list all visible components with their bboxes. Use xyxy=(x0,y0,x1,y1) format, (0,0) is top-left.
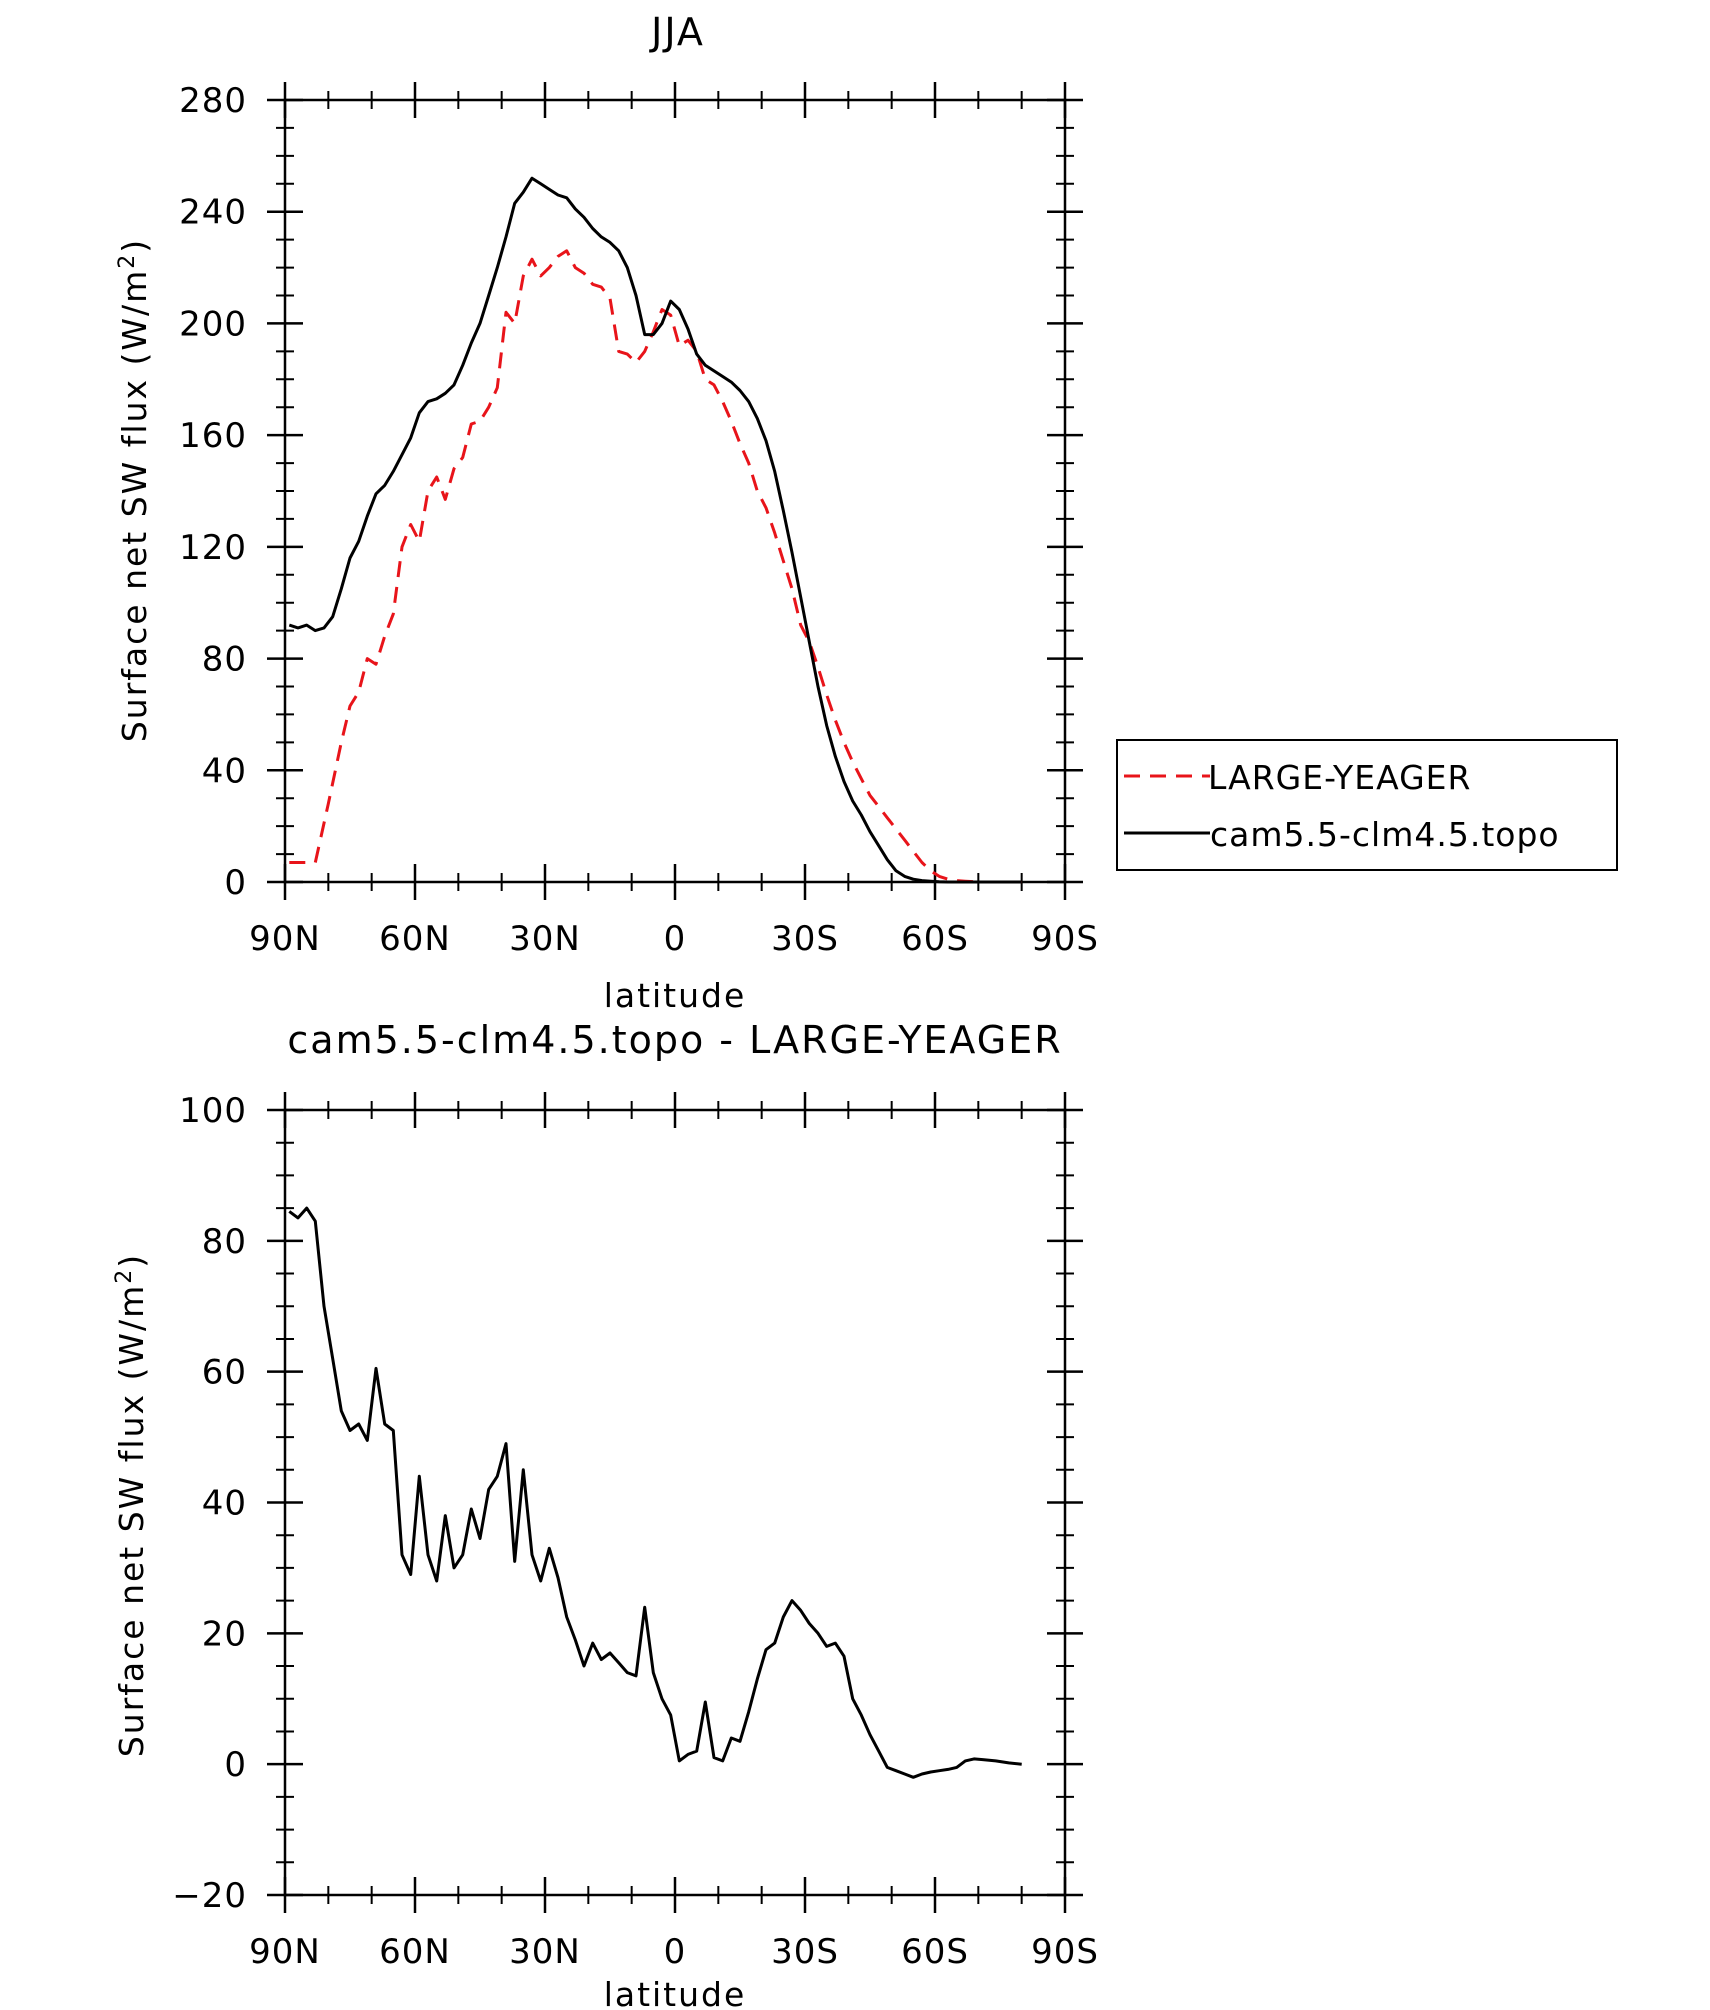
top-panel: JJA 0 40 80 120 160 200 240 280 90N 60N 30N 0 30S 60… xyxy=(115,10,1618,1015)
bottom-ytick-label: 20 xyxy=(202,1614,247,1654)
bottom-y-axis-label-main: Surface net SW flux (W/m xyxy=(112,1284,151,1757)
legend-label-large-yeager: LARGE-YEAGER xyxy=(1208,758,1471,797)
legend-box xyxy=(1116,739,1618,871)
bottom-axis-ticks xyxy=(267,1092,1083,1913)
bottom-y-tick-labels: −20 0 20 40 60 80 100 xyxy=(172,1091,247,1916)
top-axis-ticks xyxy=(267,82,1083,900)
top-xtick-label: 60S xyxy=(901,919,969,959)
bottom-plot-frame xyxy=(283,1108,1067,1897)
bottom-y-axis-label-close: ) xyxy=(112,1253,151,1268)
top-ytick-label: 240 xyxy=(179,193,247,233)
top-x-tick-labels: 90N 60N 30N 0 30S 60S 90S xyxy=(249,919,1099,959)
top-series-line-cam5-5-clm4-5-topo xyxy=(288,176,1022,884)
top-xtick-label: 60N xyxy=(379,919,451,959)
bottom-series-layer xyxy=(288,1206,1022,1779)
top-y-axis-label-sup: 2 xyxy=(115,253,140,269)
bottom-xtick-label: 60S xyxy=(901,1932,969,1972)
bottom-chart-title: cam5.5-clm4.5.topo - LARGE-YEAGER xyxy=(287,1018,1062,1062)
top-xtick-label: 30S xyxy=(771,919,839,959)
bottom-ytick-label: 100 xyxy=(179,1091,247,1131)
bottom-ytick-label: 80 xyxy=(202,1222,247,1262)
top-plot-frame xyxy=(283,98,1067,884)
top-y-axis-label-main: Surface net SW flux (W/m xyxy=(115,269,154,742)
top-xtick-label: 90N xyxy=(249,919,321,959)
bottom-ytick-label: 60 xyxy=(202,1353,247,1393)
bottom-xtick-label: 30S xyxy=(771,1932,839,1972)
bottom-y-axis-label-sup: 2 xyxy=(112,1268,137,1284)
top-y-tick-labels: 0 40 80 120 160 200 240 280 xyxy=(179,81,247,903)
top-y-axis-label-close: ) xyxy=(115,238,154,253)
bottom-ytick-label: 0 xyxy=(224,1745,247,1785)
bottom-xtick-label: 60N xyxy=(379,1932,451,1972)
top-y-axis-label: Surface net SW flux (W/m2) xyxy=(115,238,155,742)
top-series-layer xyxy=(288,176,1022,884)
bottom-xtick-label: 90N xyxy=(249,1932,321,1972)
top-ytick-label: 160 xyxy=(179,416,247,456)
top-xtick-label: 0 xyxy=(664,919,687,959)
top-ytick-label: 200 xyxy=(179,304,247,344)
top-ytick-label: 40 xyxy=(202,751,247,791)
top-x-axis-label: latitude xyxy=(604,976,747,1015)
top-chart-title: JJA xyxy=(649,10,705,54)
top-ytick-label: 0 xyxy=(224,863,247,903)
bottom-panel: cam5.5-clm4.5.topo - LARGE-YEAGER −20020… xyxy=(112,1018,1099,2010)
legend: LARGE-YEAGER cam5.5-clm4.5.topo xyxy=(1116,739,1618,871)
legend-label-cam55: cam5.5-clm4.5.topo xyxy=(1210,815,1560,854)
top-ytick-label: 120 xyxy=(179,528,247,568)
bottom-xtick-label: 0 xyxy=(664,1932,687,1972)
bottom-x-axis-label: latitude xyxy=(604,1975,747,2010)
bottom-y-axis-label: Surface net SW flux (W/m2) xyxy=(112,1253,152,1757)
bottom-ytick-label: −20 xyxy=(172,1876,247,1916)
bottom-xtick-label: 90S xyxy=(1031,1932,1099,1972)
top-xtick-label: 30N xyxy=(509,919,581,959)
top-series-line-large-yeager xyxy=(289,249,1022,884)
bottom-x-tick-labels: 90N 60N 30N 0 30S 60S 90S xyxy=(249,1932,1099,1972)
bottom-ytick-label: 40 xyxy=(202,1484,247,1524)
bottom-xtick-label: 30N xyxy=(509,1932,581,1972)
top-ytick-label: 280 xyxy=(179,81,247,121)
top-xtick-label: 90S xyxy=(1031,919,1099,959)
top-ytick-label: 80 xyxy=(202,640,247,680)
bottom-series-line-cam5-5-clm4-5-topo-large-yeager xyxy=(288,1206,1022,1779)
